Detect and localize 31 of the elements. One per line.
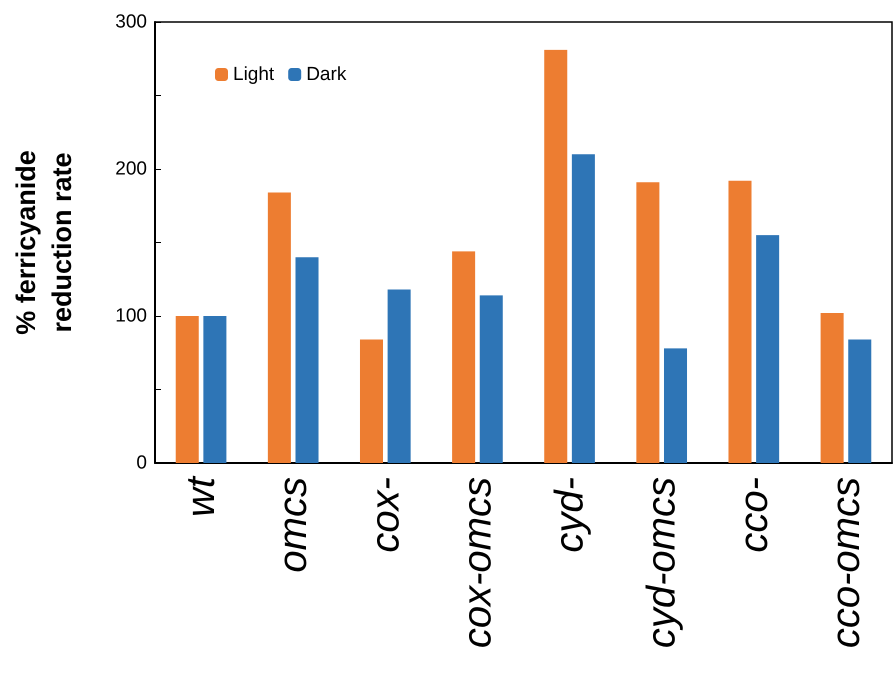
bar xyxy=(728,180,752,463)
x-tick-label: wt xyxy=(179,475,224,517)
bar xyxy=(544,50,568,463)
bar xyxy=(268,192,291,463)
y-tick-label: 200 xyxy=(115,158,147,180)
bar xyxy=(360,340,384,463)
legend-label: Dark xyxy=(306,64,347,85)
bar xyxy=(848,340,872,463)
x-tick-label: cyd-omcs xyxy=(640,477,684,648)
bar xyxy=(176,316,199,463)
bar xyxy=(820,313,844,463)
bar xyxy=(664,348,688,463)
y-tick-label: 100 xyxy=(115,306,147,326)
y-axis-title: % ferricyanide reduction rate xyxy=(11,150,77,335)
x-tick-label: cox-omcs xyxy=(455,477,500,648)
bar xyxy=(480,295,503,463)
x-tick-label: omcs xyxy=(271,477,316,573)
bar xyxy=(756,235,780,463)
x-tick-label: cco- xyxy=(732,477,776,553)
x-tick-label: cyd- xyxy=(548,477,592,553)
bar xyxy=(452,251,476,463)
x-tick-label: cox- xyxy=(363,477,408,553)
bar xyxy=(295,257,319,463)
legend-label: Light xyxy=(233,64,275,85)
bar xyxy=(636,182,660,463)
x-tick-label: cco-omcs xyxy=(824,477,868,648)
bar xyxy=(203,316,226,463)
bar xyxy=(388,290,411,463)
bar xyxy=(572,154,595,463)
y-tick-label: 0 xyxy=(136,452,147,474)
y-tick-label: 300 xyxy=(115,12,147,32)
